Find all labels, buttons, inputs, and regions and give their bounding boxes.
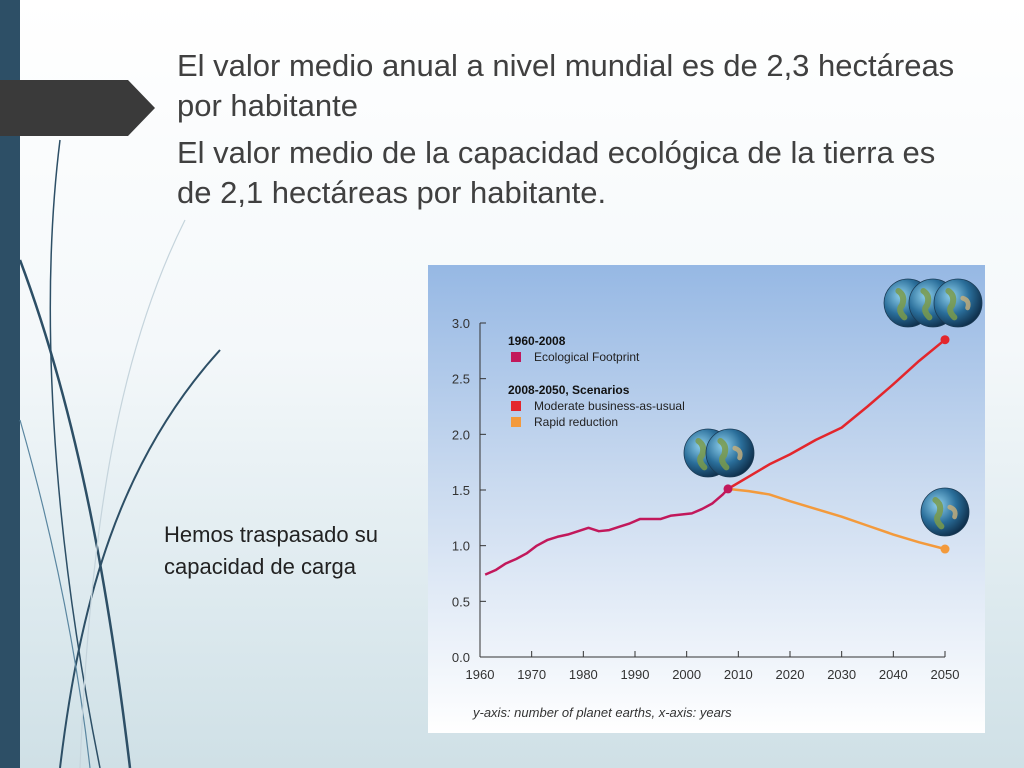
- side-note-text: Hemos traspasado su capacidad de carga: [164, 522, 378, 579]
- chart-panel: 0.0 0.5 1.0 1.5 2.0 2.5 3.0 1960 1970 1980 1990 200…: [428, 265, 985, 733]
- x-tick-label: 1960: [466, 667, 495, 682]
- legend-label-footprint: Ecological Footprint: [534, 350, 640, 364]
- y-tick-label: 0.0: [452, 650, 470, 665]
- x-tick-label: 2050: [931, 667, 960, 682]
- y-tick-label: 3.0: [452, 316, 470, 331]
- point-rapid-2050: [940, 544, 950, 554]
- legend-swatch-rapid: [511, 417, 521, 427]
- y-tick-label: 0.5: [452, 594, 470, 609]
- chart-legend: 1960-2008 Ecological Footprint 2008-2050…: [508, 334, 685, 429]
- series-line-rapid: [727, 487, 946, 551]
- title-line-1: El valor medio anual a nivel mundial es …: [177, 48, 955, 123]
- point-2008: [723, 484, 733, 494]
- chart-caption: y-axis: number of planet earths, x-axis:…: [472, 705, 732, 720]
- globe-icon-two-2: [705, 428, 755, 478]
- legend-swatch-moderate: [511, 401, 521, 411]
- point-moderate-2050: [940, 335, 950, 345]
- y-tick-label: 2.5: [452, 372, 470, 387]
- title-arrow-shape: [0, 80, 155, 136]
- legend-group2-title: 2008-2050, Scenarios: [508, 383, 630, 397]
- legend-group1-title: 1960-2008: [508, 334, 566, 348]
- y-tick-label: 2.0: [452, 427, 470, 442]
- globe-icon-three-3: [933, 278, 983, 328]
- x-tick-label: 1980: [569, 667, 598, 682]
- legend-swatch-footprint: [511, 352, 521, 362]
- left-accent-bar: [0, 0, 20, 768]
- globe-icon-one: [920, 487, 970, 537]
- x-tick-label: 2000: [672, 667, 701, 682]
- x-tick-label: 2020: [776, 667, 805, 682]
- series-line-ecological-footprint: [484, 488, 729, 576]
- y-tick-label: 1.5: [452, 483, 470, 498]
- chart-axes: 0.0 0.5 1.0 1.5 2.0 2.5 3.0 1960 1970 1980 1990 200…: [452, 316, 960, 682]
- y-tick-label: 1.0: [452, 539, 470, 554]
- chart-series: [484, 335, 950, 576]
- legend-label-moderate: Moderate business-as-usual: [534, 399, 685, 413]
- x-tick-label: 2030: [827, 667, 856, 682]
- globe-icons: [683, 278, 983, 537]
- decorative-curves: [18, 139, 221, 768]
- title-line-2: El valor medio de la capacidad ecológica…: [177, 135, 936, 210]
- x-tick-label: 2010: [724, 667, 753, 682]
- x-tick-label: 1990: [621, 667, 650, 682]
- slide-title: El valor medio anual a nivel mundial es …: [177, 46, 977, 220]
- x-tick-label: 2040: [879, 667, 908, 682]
- series-line-moderate: [727, 338, 946, 490]
- legend-label-rapid: Rapid reduction: [534, 415, 618, 429]
- x-tick-label: 1970: [517, 667, 546, 682]
- footprint-chart: 0.0 0.5 1.0 1.5 2.0 2.5 3.0 1960 1970 1980 1990 200…: [452, 278, 983, 720]
